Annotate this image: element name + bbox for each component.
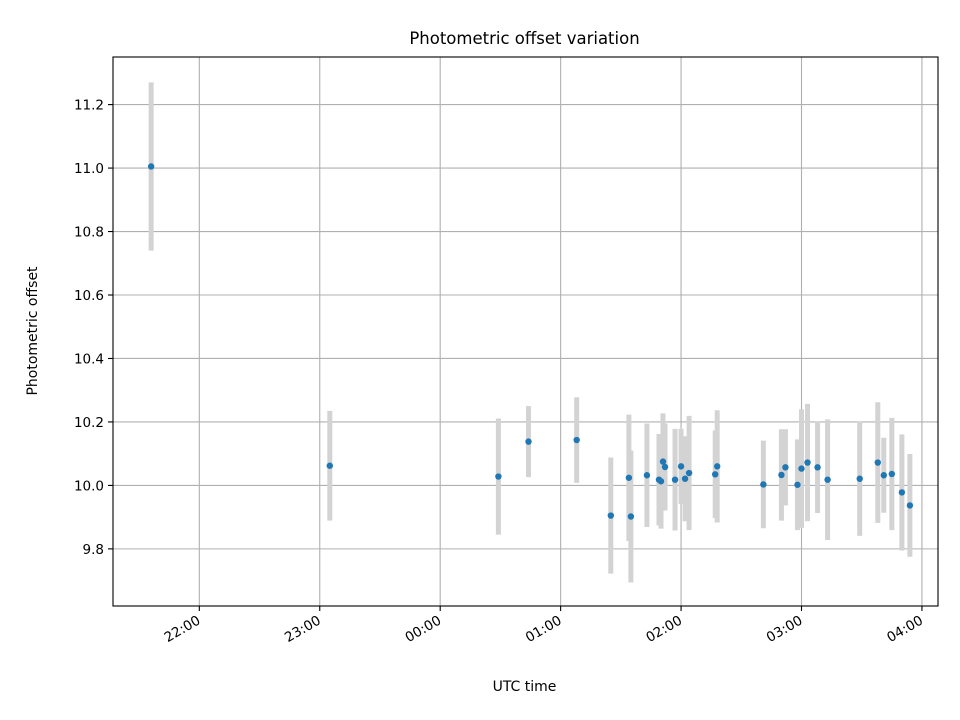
data-point — [804, 459, 811, 466]
chart-title: Photometric offset variation — [409, 29, 639, 48]
data-point — [671, 476, 679, 483]
data-point — [677, 463, 685, 470]
x-axis-label: UTC time — [493, 679, 557, 695]
data-point — [856, 475, 863, 482]
y-tick-label: 11.0 — [74, 161, 104, 177]
data-point — [760, 481, 767, 488]
data-point — [782, 464, 789, 471]
data-point — [573, 436, 580, 444]
data-point — [607, 512, 615, 519]
data-point — [713, 463, 721, 470]
grid-lines — [113, 57, 938, 606]
data-point — [627, 513, 635, 520]
data-point — [898, 489, 906, 496]
data-point — [681, 475, 689, 482]
data-point — [659, 458, 667, 465]
y-tick-label: 10.8 — [74, 225, 104, 241]
data-point — [794, 481, 801, 488]
plot-area — [113, 57, 938, 606]
data-point — [906, 502, 914, 509]
data-point — [685, 469, 693, 477]
data-point — [778, 471, 785, 479]
data-point — [326, 462, 333, 469]
data-point — [888, 470, 896, 478]
data-point — [643, 472, 651, 479]
data-point — [147, 163, 155, 170]
y-axis-ticks: 9.8 10.0 10.2 10.4 10.6 10.8 11.0 11.2 — [74, 98, 113, 558]
data-point — [814, 464, 821, 471]
y-tick-label: 11.2 — [74, 98, 104, 114]
y-tick-label: 9.8 — [83, 542, 104, 558]
data-point — [625, 474, 633, 481]
y-tick-label: 10.0 — [74, 478, 104, 494]
data-point — [495, 473, 502, 480]
data-point — [711, 471, 719, 478]
data-points — [147, 163, 914, 520]
data-point — [657, 478, 665, 485]
data-point — [798, 465, 805, 472]
data-point — [824, 476, 831, 483]
y-tick-label: 10.6 — [74, 288, 104, 304]
data-point — [874, 459, 881, 466]
plot-frame — [112, 56, 939, 607]
data-point — [661, 463, 669, 471]
y-axis-label: Photometric offset — [25, 266, 41, 396]
data-point — [525, 438, 532, 445]
data-point — [880, 472, 888, 479]
y-tick-label: 10.4 — [74, 351, 104, 367]
y-tick-label: 10.2 — [74, 415, 104, 431]
